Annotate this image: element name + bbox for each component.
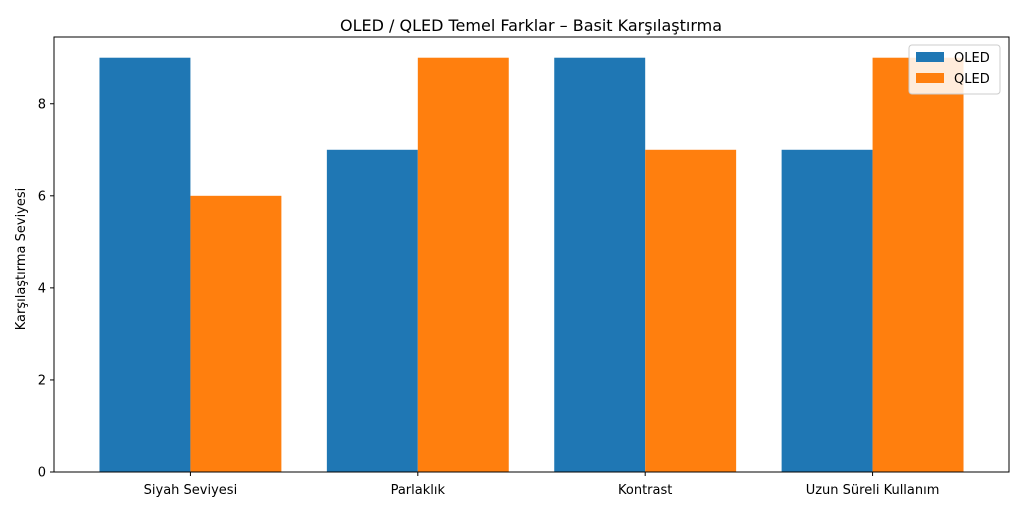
y-tick-label: 6 xyxy=(38,189,46,204)
y-tick-label: 0 xyxy=(38,466,46,481)
y-ticks-layer: 0 2 4 6 8 xyxy=(38,97,54,481)
x-tick-label: Parlaklık xyxy=(391,483,446,498)
legend-swatch-oled xyxy=(916,52,944,62)
legend: OLED QLED xyxy=(908,44,1001,95)
bar-oled-3 xyxy=(781,149,873,472)
y-tick-label: 8 xyxy=(38,97,46,112)
y-tick-label: 2 xyxy=(38,373,46,388)
y-tick-label: 4 xyxy=(38,281,46,296)
bar-qled-3 xyxy=(872,57,964,473)
bar-qled-0 xyxy=(190,195,282,472)
y-axis-label: Karşılaştırma Seviyesi xyxy=(14,188,29,331)
bar-qled-1 xyxy=(417,57,509,473)
bar-oled-0 xyxy=(99,57,191,473)
legend-label-oled: OLED xyxy=(954,51,990,66)
x-tick-label: Siyah Seviyesi xyxy=(144,483,238,498)
bar-oled-2 xyxy=(554,57,646,473)
x-tick-label: Kontrast xyxy=(618,483,672,498)
bar-qled-2 xyxy=(645,149,737,472)
plot-area-frame xyxy=(53,36,1010,473)
bar-oled-1 xyxy=(326,149,418,472)
bars-layer xyxy=(99,57,964,473)
x-tick-label: Uzun Süreli Kullanım xyxy=(806,483,940,498)
legend-label-qled: QLED xyxy=(954,72,990,87)
chart-title: OLED / QLED Temel Farklar – Basit Karşıl… xyxy=(340,16,722,35)
legend-swatch-qled xyxy=(916,73,944,83)
x-ticks-layer: Siyah Seviyesi Parlaklık Kontrast Uzun Süre… xyxy=(144,472,940,498)
